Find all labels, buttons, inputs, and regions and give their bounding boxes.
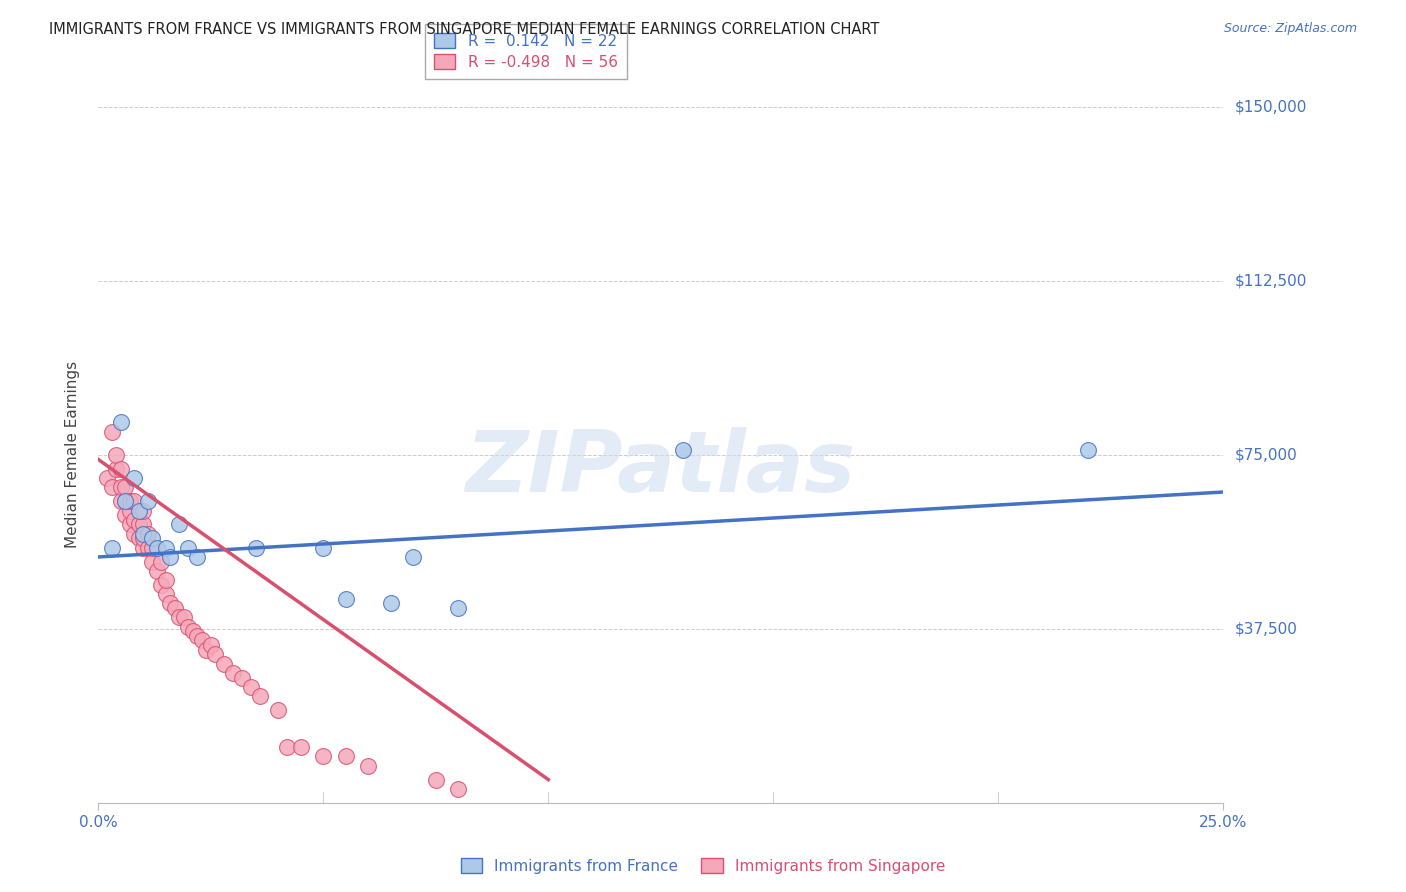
- Point: [290, 740, 312, 755]
- Point: [114, 508, 136, 523]
- Point: [136, 526, 159, 541]
- Text: Source: ZipAtlas.com: Source: ZipAtlas.com: [1223, 22, 1357, 36]
- Point: [425, 772, 447, 787]
- Point: [447, 601, 470, 615]
- Text: IMMIGRANTS FROM FRANCE VS IMMIGRANTS FROM SINGAPORE MEDIAN FEMALE EARNINGS CORRE: IMMIGRANTS FROM FRANCE VS IMMIGRANTS FRO…: [49, 22, 880, 37]
- Point: [132, 541, 155, 555]
- Point: [132, 532, 155, 546]
- Point: [101, 425, 124, 439]
- Point: [222, 665, 245, 680]
- Legend: R =  0.142   N = 22, R = -0.498   N = 56: R = 0.142 N = 22, R = -0.498 N = 56: [425, 24, 627, 79]
- Point: [177, 541, 200, 555]
- Point: [132, 526, 155, 541]
- Point: [181, 624, 204, 639]
- Point: [101, 480, 124, 494]
- Point: [267, 703, 290, 717]
- Point: [240, 680, 263, 694]
- Point: [124, 471, 146, 485]
- Point: [114, 494, 136, 508]
- Point: [195, 642, 218, 657]
- Point: [249, 689, 271, 703]
- Point: [136, 541, 159, 555]
- Point: [245, 541, 267, 555]
- Point: [128, 532, 150, 546]
- Text: ZIPatlas: ZIPatlas: [465, 427, 856, 510]
- Point: [402, 549, 425, 564]
- Point: [335, 749, 357, 764]
- Point: [204, 648, 226, 662]
- Point: [146, 564, 169, 578]
- Point: [155, 587, 177, 601]
- Point: [312, 541, 335, 555]
- Point: [141, 541, 163, 555]
- Point: [159, 549, 181, 564]
- Point: [141, 555, 163, 569]
- Point: [114, 494, 136, 508]
- Point: [118, 517, 141, 532]
- Point: [357, 758, 380, 772]
- Point: [214, 657, 236, 671]
- Point: [186, 549, 208, 564]
- Point: [159, 596, 181, 610]
- Text: $37,500: $37,500: [1234, 622, 1298, 636]
- Point: [312, 749, 335, 764]
- Point: [118, 503, 141, 517]
- Point: [186, 629, 208, 643]
- Point: [177, 619, 200, 633]
- Point: [110, 462, 132, 476]
- Point: [136, 494, 159, 508]
- Point: [276, 740, 298, 755]
- Point: [124, 494, 146, 508]
- Point: [231, 671, 253, 685]
- Point: [169, 517, 191, 532]
- Point: [96, 471, 118, 485]
- Point: [110, 480, 132, 494]
- Point: [124, 526, 146, 541]
- Point: [146, 541, 169, 555]
- Point: [169, 610, 191, 624]
- Point: [124, 513, 146, 527]
- Point: [380, 596, 402, 610]
- Point: [191, 633, 214, 648]
- Point: [335, 591, 357, 606]
- Point: [118, 494, 141, 508]
- Point: [163, 601, 186, 615]
- Point: [173, 610, 195, 624]
- Y-axis label: Median Female Earnings: Median Female Earnings: [65, 361, 80, 549]
- Point: [155, 541, 177, 555]
- Point: [132, 517, 155, 532]
- Point: [128, 503, 150, 517]
- Point: [105, 462, 128, 476]
- Text: $112,500: $112,500: [1234, 274, 1306, 288]
- Point: [155, 573, 177, 587]
- Legend: Immigrants from France, Immigrants from Singapore: Immigrants from France, Immigrants from …: [454, 852, 952, 880]
- Point: [150, 555, 173, 569]
- Point: [110, 494, 132, 508]
- Text: $75,000: $75,000: [1234, 448, 1298, 462]
- Point: [672, 443, 695, 458]
- Point: [105, 448, 128, 462]
- Point: [110, 416, 132, 430]
- Point: [132, 503, 155, 517]
- Point: [447, 781, 470, 796]
- Point: [200, 638, 222, 652]
- Point: [150, 578, 173, 592]
- Point: [1077, 443, 1099, 458]
- Point: [101, 541, 124, 555]
- Point: [114, 480, 136, 494]
- Point: [141, 532, 163, 546]
- Text: $150,000: $150,000: [1234, 100, 1306, 114]
- Point: [128, 517, 150, 532]
